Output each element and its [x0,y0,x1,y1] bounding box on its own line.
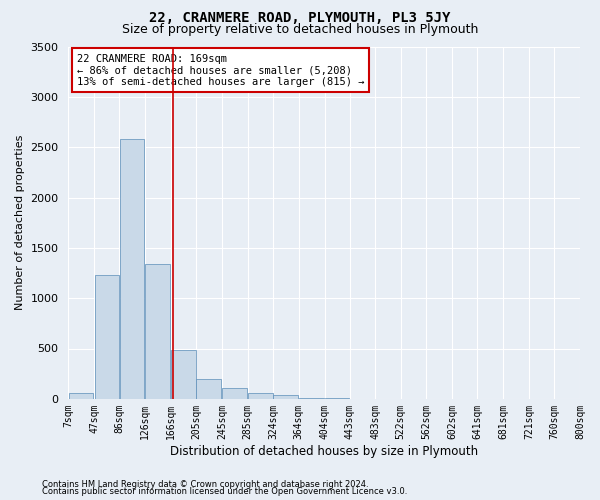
Bar [196,379,221,399]
Text: Size of property relative to detached houses in Plymouth: Size of property relative to detached ho… [122,22,478,36]
Bar [299,398,323,399]
Bar [69,393,93,399]
Y-axis label: Number of detached properties: Number of detached properties [15,135,25,310]
Bar [95,275,119,399]
Bar [273,395,298,399]
X-axis label: Distribution of detached houses by size in Plymouth: Distribution of detached houses by size … [170,444,478,458]
Text: 22, CRANMERE ROAD, PLYMOUTH, PL3 5JY: 22, CRANMERE ROAD, PLYMOUTH, PL3 5JY [149,11,451,25]
Bar [222,388,247,399]
Bar [145,264,170,399]
Bar [172,350,196,399]
Text: 22 CRANMERE ROAD: 169sqm
← 86% of detached houses are smaller (5,208)
13% of sem: 22 CRANMERE ROAD: 169sqm ← 86% of detach… [77,54,364,86]
Bar [119,139,144,399]
Bar [248,394,272,399]
Text: Contains HM Land Registry data © Crown copyright and database right 2024.: Contains HM Land Registry data © Crown c… [42,480,368,489]
Text: Contains public sector information licensed under the Open Government Licence v3: Contains public sector information licen… [42,487,407,496]
Bar [325,398,349,399]
